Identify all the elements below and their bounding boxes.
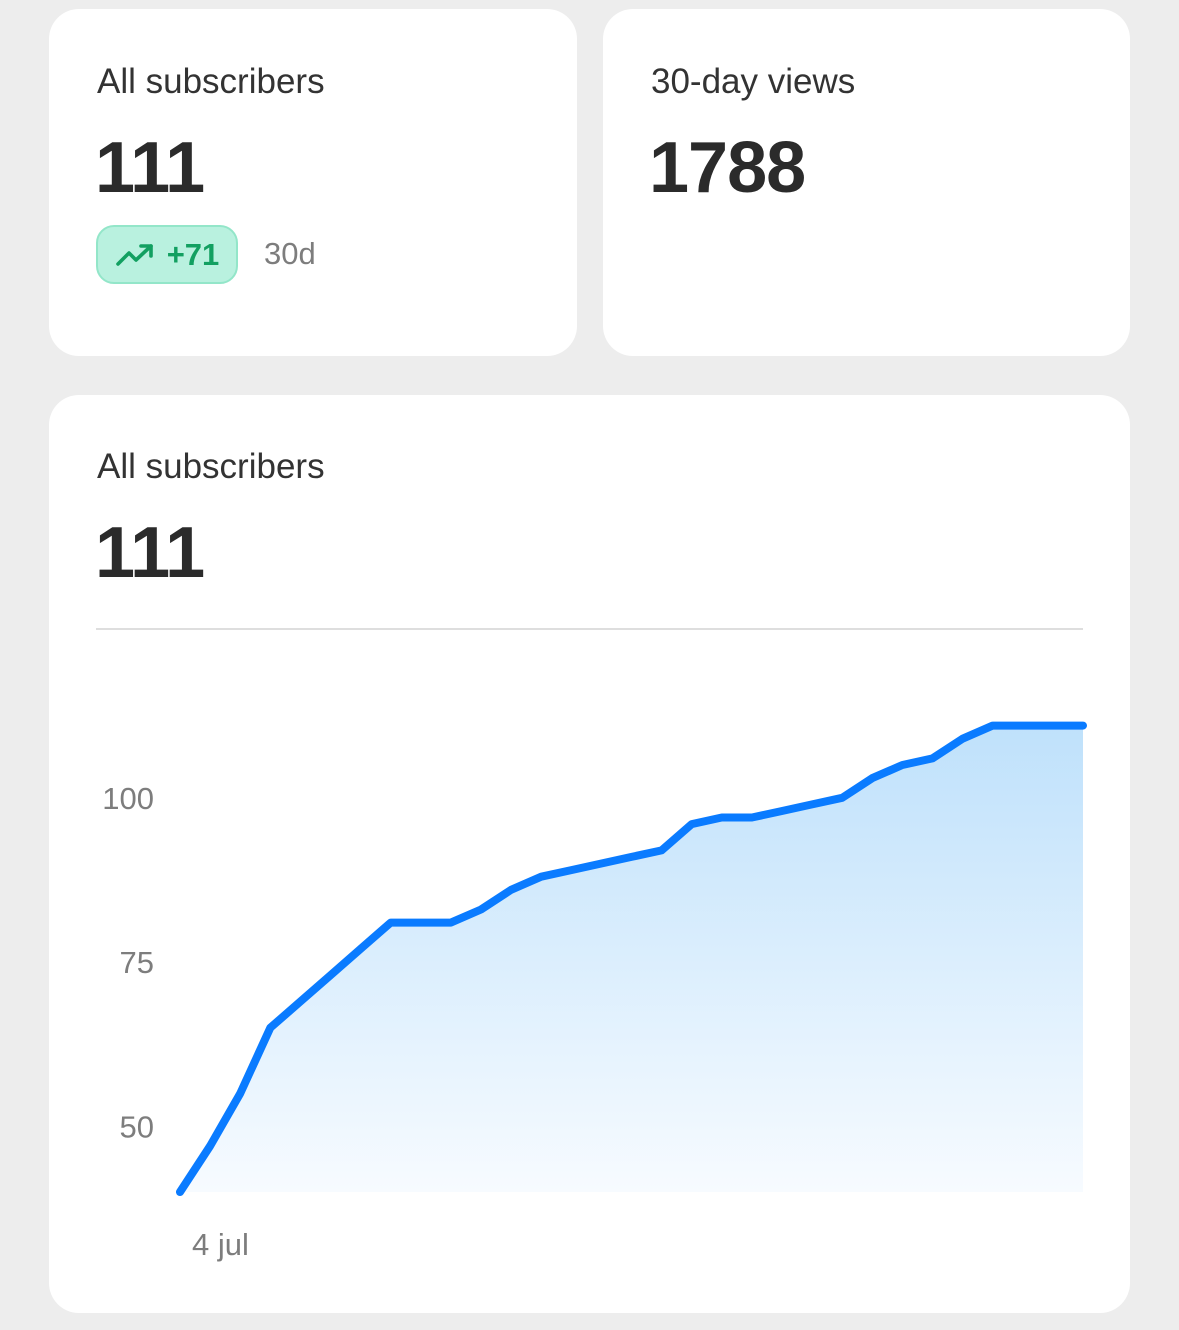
y-axis: 50 75 100 xyxy=(102,781,154,1144)
x-tick-label: 4 jul xyxy=(192,1227,249,1262)
chart-card-value: 111 xyxy=(95,513,205,593)
data-point xyxy=(1080,723,1086,729)
y-tick-label: 50 xyxy=(120,1109,154,1144)
y-tick-label: 100 xyxy=(102,781,154,816)
data-point xyxy=(930,755,936,761)
trending-up-icon xyxy=(115,243,153,266)
subscribers-delta-badge: +71 xyxy=(96,225,238,284)
data-point xyxy=(659,847,665,853)
data-point xyxy=(267,1025,273,1031)
data-point xyxy=(207,1143,213,1149)
y-tick-label: 75 xyxy=(120,945,154,980)
data-point xyxy=(598,861,604,867)
data-point xyxy=(629,854,635,860)
subscribers-line-chart[interactable]: 50 75 100 4 jul xyxy=(49,395,1130,1313)
views-card-value: 1788 xyxy=(649,128,806,208)
data-point xyxy=(960,736,966,742)
data-point xyxy=(869,775,875,781)
x-axis: 4 jul xyxy=(192,1227,249,1262)
subscribers-area-fill xyxy=(180,725,1083,1192)
subscribers-card-value: 111 xyxy=(95,128,205,208)
data-point xyxy=(779,808,785,814)
subscribers-series-line xyxy=(176,721,1087,1196)
data-point xyxy=(508,887,514,893)
views-card[interactable]: 30-day views 1788 xyxy=(603,9,1130,356)
data-point xyxy=(478,907,484,913)
chart-card-label: All subscribers xyxy=(97,447,325,486)
data-point xyxy=(568,867,574,873)
subscribers-chart-card: All subscribers 111 50 75 100 4 jul xyxy=(49,395,1130,1313)
data-point xyxy=(809,801,815,807)
data-point xyxy=(689,821,695,827)
subscribers-card-label: All subscribers xyxy=(97,62,325,101)
data-point xyxy=(719,815,725,821)
views-card-label: 30-day views xyxy=(651,62,856,101)
data-point xyxy=(418,920,424,926)
data-point xyxy=(1020,723,1026,729)
subscribers-delta-period: 30d xyxy=(264,236,316,271)
data-point xyxy=(177,1189,183,1195)
data-point xyxy=(990,723,996,729)
data-point xyxy=(1050,723,1056,729)
data-point xyxy=(237,1090,243,1096)
data-point xyxy=(749,815,755,821)
subscribers-card[interactable]: All subscribers 111 +71 30d xyxy=(49,9,577,356)
data-point xyxy=(328,972,334,978)
data-point xyxy=(358,946,364,952)
data-point xyxy=(448,920,454,926)
data-point xyxy=(899,762,905,768)
subscribers-delta-value: +71 xyxy=(166,236,220,272)
data-point xyxy=(839,795,845,801)
data-point xyxy=(538,874,544,880)
data-point xyxy=(388,920,394,926)
data-point xyxy=(297,998,303,1004)
